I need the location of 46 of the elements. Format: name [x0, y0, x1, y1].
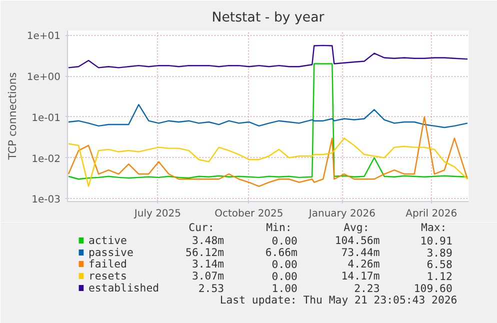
text: Avg: — [344, 221, 370, 234]
legend-label: established — [88, 282, 160, 294]
text: 1.00 — [272, 282, 298, 295]
text: 3.48m — [192, 234, 224, 247]
text: 3.07m — [192, 270, 224, 282]
y-tick-label: 1e-03 — [32, 194, 61, 206]
text: 0.00 — [272, 270, 298, 283]
line-series — [68, 63, 468, 180]
y-tick-label: 1e-01 — [32, 112, 61, 124]
legend-label: passive — [88, 246, 134, 259]
text: 6.58 — [426, 258, 452, 271]
text: 3.14m — [192, 258, 224, 270]
text: Cur: — [188, 221, 214, 234]
text: 14.17m — [341, 270, 380, 282]
text: 0.00 — [272, 258, 298, 271]
text: 104.56m — [334, 234, 380, 247]
text: Last update: Thu May 21 23:05:43 2026 — [220, 294, 458, 306]
line-series — [68, 116, 468, 187]
text: 10.91 — [420, 234, 452, 248]
text: 2.53 — [198, 282, 224, 295]
text: 1.12 — [426, 270, 452, 283]
x-tick-label: October 2025 — [214, 208, 284, 220]
chart-title: Netstat - by year — [212, 10, 325, 26]
line-series — [68, 104, 468, 128]
text: 0.00 — [272, 234, 298, 248]
y-axis-title: TCP connections — [6, 72, 19, 161]
text: Max: — [421, 221, 447, 234]
y-tick-label: 1e-02 — [32, 154, 61, 165]
text: 3.89 — [426, 246, 452, 260]
text: 73.44m — [341, 246, 380, 259]
line-series — [68, 44, 468, 68]
text: 6.66m — [265, 246, 298, 259]
y-tick-label: 1e+01 — [26, 31, 61, 42]
text: 4.26m — [348, 258, 380, 270]
x-tick-label: January 2026 — [308, 208, 376, 220]
legend-label: active — [88, 234, 127, 247]
text: Min: — [266, 221, 292, 234]
text: 2.23 — [354, 282, 380, 295]
legend-label: failed — [88, 258, 127, 270]
text: 109.60 — [414, 282, 452, 295]
line-series — [68, 138, 468, 187]
legend-label: resets — [88, 270, 127, 282]
x-tick-label: April 2026 — [406, 208, 458, 220]
y-tick-label: 1e+00 — [26, 72, 61, 84]
x-tick-label: July 2025 — [133, 208, 182, 220]
text: 56.12m — [186, 246, 224, 259]
